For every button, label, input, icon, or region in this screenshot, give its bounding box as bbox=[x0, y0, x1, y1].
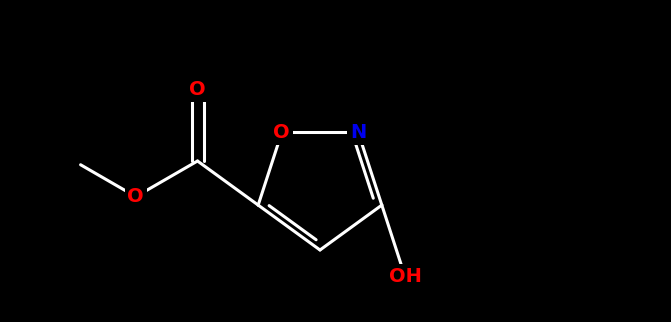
Text: O: O bbox=[189, 80, 206, 99]
Text: N: N bbox=[350, 123, 366, 142]
Text: O: O bbox=[274, 123, 290, 142]
Text: O: O bbox=[127, 187, 144, 206]
Text: OH: OH bbox=[389, 267, 421, 286]
